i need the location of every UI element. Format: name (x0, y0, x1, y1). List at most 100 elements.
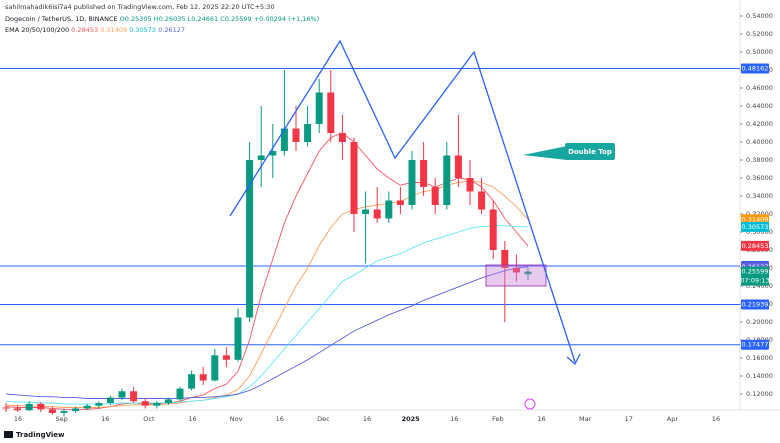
candle-body (373, 209, 381, 219)
price-label-box (741, 214, 769, 225)
candle-body (454, 155, 462, 178)
price-label: 0.25599 (742, 268, 769, 276)
candle-body (176, 388, 184, 400)
candle-body (524, 271, 532, 275)
y-tick-label: 0.44000 (746, 102, 773, 110)
candle-body (420, 160, 428, 187)
candle-body (466, 178, 474, 192)
x-tick-label: 16 (276, 415, 284, 423)
candle-body (338, 133, 346, 142)
y-tick-label: 0.38000 (746, 156, 773, 164)
countdown: 07:09:13 (740, 277, 769, 285)
price-label-box (741, 266, 769, 286)
candle-body (257, 155, 265, 160)
candle-body (408, 160, 416, 205)
candle-body (141, 401, 149, 406)
candle-body (269, 151, 277, 156)
ohlc-value: O0.25305 (120, 15, 152, 23)
candle-body (60, 411, 68, 413)
x-tick-label: 16 (712, 415, 720, 423)
candle-body (37, 403, 45, 410)
ema-value: 0.31409 (100, 26, 127, 34)
y-tick-label: 0.46000 (746, 84, 773, 92)
x-tick-label: 16 (14, 415, 22, 423)
x-tick-label: Nov (230, 415, 243, 423)
candle-body (234, 317, 242, 360)
candle-body (164, 399, 172, 403)
candle-body (106, 397, 114, 403)
price-label: 0.30573 (742, 223, 769, 231)
y-tick-label: 0.16000 (746, 354, 773, 362)
y-tick-label: 0.12000 (746, 390, 773, 398)
candle-body (385, 200, 393, 219)
ohlc-header: Dogecoin / TetherUS, 1D, BINANCE O0.2530… (5, 15, 319, 23)
callout-box (565, 143, 615, 160)
ema-line (5, 132, 529, 410)
ohlc-change: +0.00294 (+1.16%) (254, 15, 320, 23)
y-tick-label: 0.54000 (746, 12, 773, 20)
x-tick-label: 16 (537, 415, 545, 423)
x-tick-label: 16 (101, 415, 109, 423)
candle-body (153, 403, 161, 406)
y-tick-label: 0.32000 (746, 210, 773, 218)
x-tick-label: Dec (317, 415, 330, 423)
y-tick-label: 0.14000 (746, 372, 773, 380)
candle-body (25, 403, 33, 411)
x-tick-label: Sep (55, 415, 67, 423)
candle-body (95, 403, 103, 406)
price-label-box (741, 339, 769, 350)
ema-line (5, 225, 529, 405)
x-tick-label: 17 (625, 415, 633, 423)
price-label-box (741, 240, 769, 251)
price-label: 0.17477 (742, 341, 769, 349)
ema-title: EMA 20/50/100/200 (5, 26, 69, 34)
candle-body (478, 191, 486, 210)
candle-body (292, 128, 300, 142)
candle-body (280, 128, 288, 151)
candle-body (2, 407, 10, 409)
candle-body (512, 268, 520, 273)
candle-body (396, 200, 404, 205)
candle-body (222, 355, 230, 360)
candle-body (199, 374, 207, 381)
y-tick-label: 0.52000 (746, 30, 773, 38)
symbol: Dogecoin / TetherUS, 1D, BINANCE (5, 15, 118, 23)
x-tick-label: Oct (143, 415, 155, 423)
y-tick-label: 0.20000 (746, 318, 773, 326)
candle-body (304, 124, 312, 142)
ema-value: 0.28453 (71, 26, 98, 34)
ema-header: EMA 20/50/100/200 0.28453 0.31409 0.3057… (5, 26, 185, 34)
ema-line (5, 180, 529, 408)
price-label-box (741, 63, 769, 74)
y-tick-label: 0.34000 (746, 192, 773, 200)
x-tick-label: 16 (188, 415, 196, 423)
candle-body (362, 209, 370, 214)
x-tick-label: Feb (492, 415, 504, 423)
event-icon (524, 398, 536, 410)
candle-body (130, 391, 138, 402)
x-tick-label: Apr (667, 415, 679, 423)
ohlc-value: H0.26035 (154, 15, 186, 23)
y-tick-label: 0.36000 (746, 174, 773, 182)
x-tick-label: Mar (579, 415, 592, 423)
ohlc-value: L0.24661 (188, 15, 219, 23)
candle-body (246, 160, 254, 318)
y-tick-label: 0.42000 (746, 120, 773, 128)
candle-body (118, 391, 126, 398)
arrow-head (566, 353, 581, 366)
support-zone (485, 264, 547, 287)
y-tick-label: 0.24000 (746, 282, 773, 290)
candle-body (350, 142, 358, 214)
ema-value: 0.30573 (129, 26, 156, 34)
candle-body (211, 355, 219, 381)
candle-body (48, 409, 56, 413)
callout-pointer (523, 146, 567, 160)
annotation: Double Top (568, 148, 612, 156)
x-tick-label: 2025 (402, 415, 421, 423)
publisher: sahilmahadik6isi7a4 published on Trading… (5, 3, 275, 11)
x-tick-label: 16 (363, 415, 371, 423)
candle-body (431, 187, 439, 205)
logo (4, 431, 13, 438)
candle-body (188, 374, 196, 389)
